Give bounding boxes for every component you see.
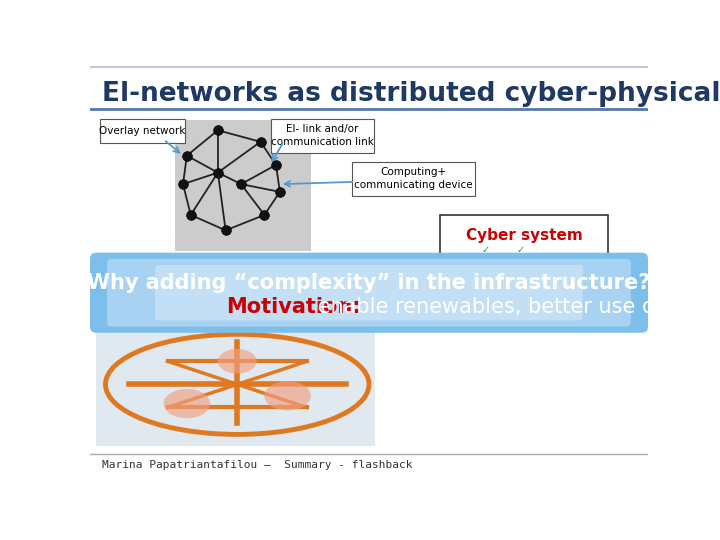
Ellipse shape xyxy=(163,389,210,418)
Text: Motivation:: Motivation: xyxy=(225,298,360,318)
Ellipse shape xyxy=(264,381,311,410)
Text: El-networks as distributed cyber-physical systems: El-networks as distributed cyber-physica… xyxy=(102,81,720,107)
Text: Why adding “complexity” in the infrastructure?: Why adding “complexity” in the infrastru… xyxy=(87,273,651,293)
Text: Computing+
communicating device: Computing+ communicating device xyxy=(354,167,472,191)
Text: Cyber system: Cyber system xyxy=(466,228,582,243)
FancyBboxPatch shape xyxy=(441,215,608,256)
FancyBboxPatch shape xyxy=(107,259,631,327)
Text: Overlay network: Overlay network xyxy=(99,126,185,136)
Bar xyxy=(96,330,375,446)
Ellipse shape xyxy=(218,349,256,374)
FancyBboxPatch shape xyxy=(155,265,583,320)
FancyBboxPatch shape xyxy=(352,162,475,195)
FancyBboxPatch shape xyxy=(100,119,184,143)
Text: El- link and/or
communication link: El- link and/or communication link xyxy=(271,124,374,147)
Text: Marina Papatriantafilou –  Summary - flashback: Marina Papatriantafilou – Summary - flas… xyxy=(102,460,412,470)
FancyBboxPatch shape xyxy=(90,253,648,333)
Bar xyxy=(175,120,311,251)
Text: ✓: ✓ xyxy=(481,245,490,254)
Text: enable renewables, better use of el-power: enable renewables, better use of el-powe… xyxy=(311,298,720,318)
FancyBboxPatch shape xyxy=(271,119,374,153)
Text: ✓: ✓ xyxy=(516,245,524,254)
